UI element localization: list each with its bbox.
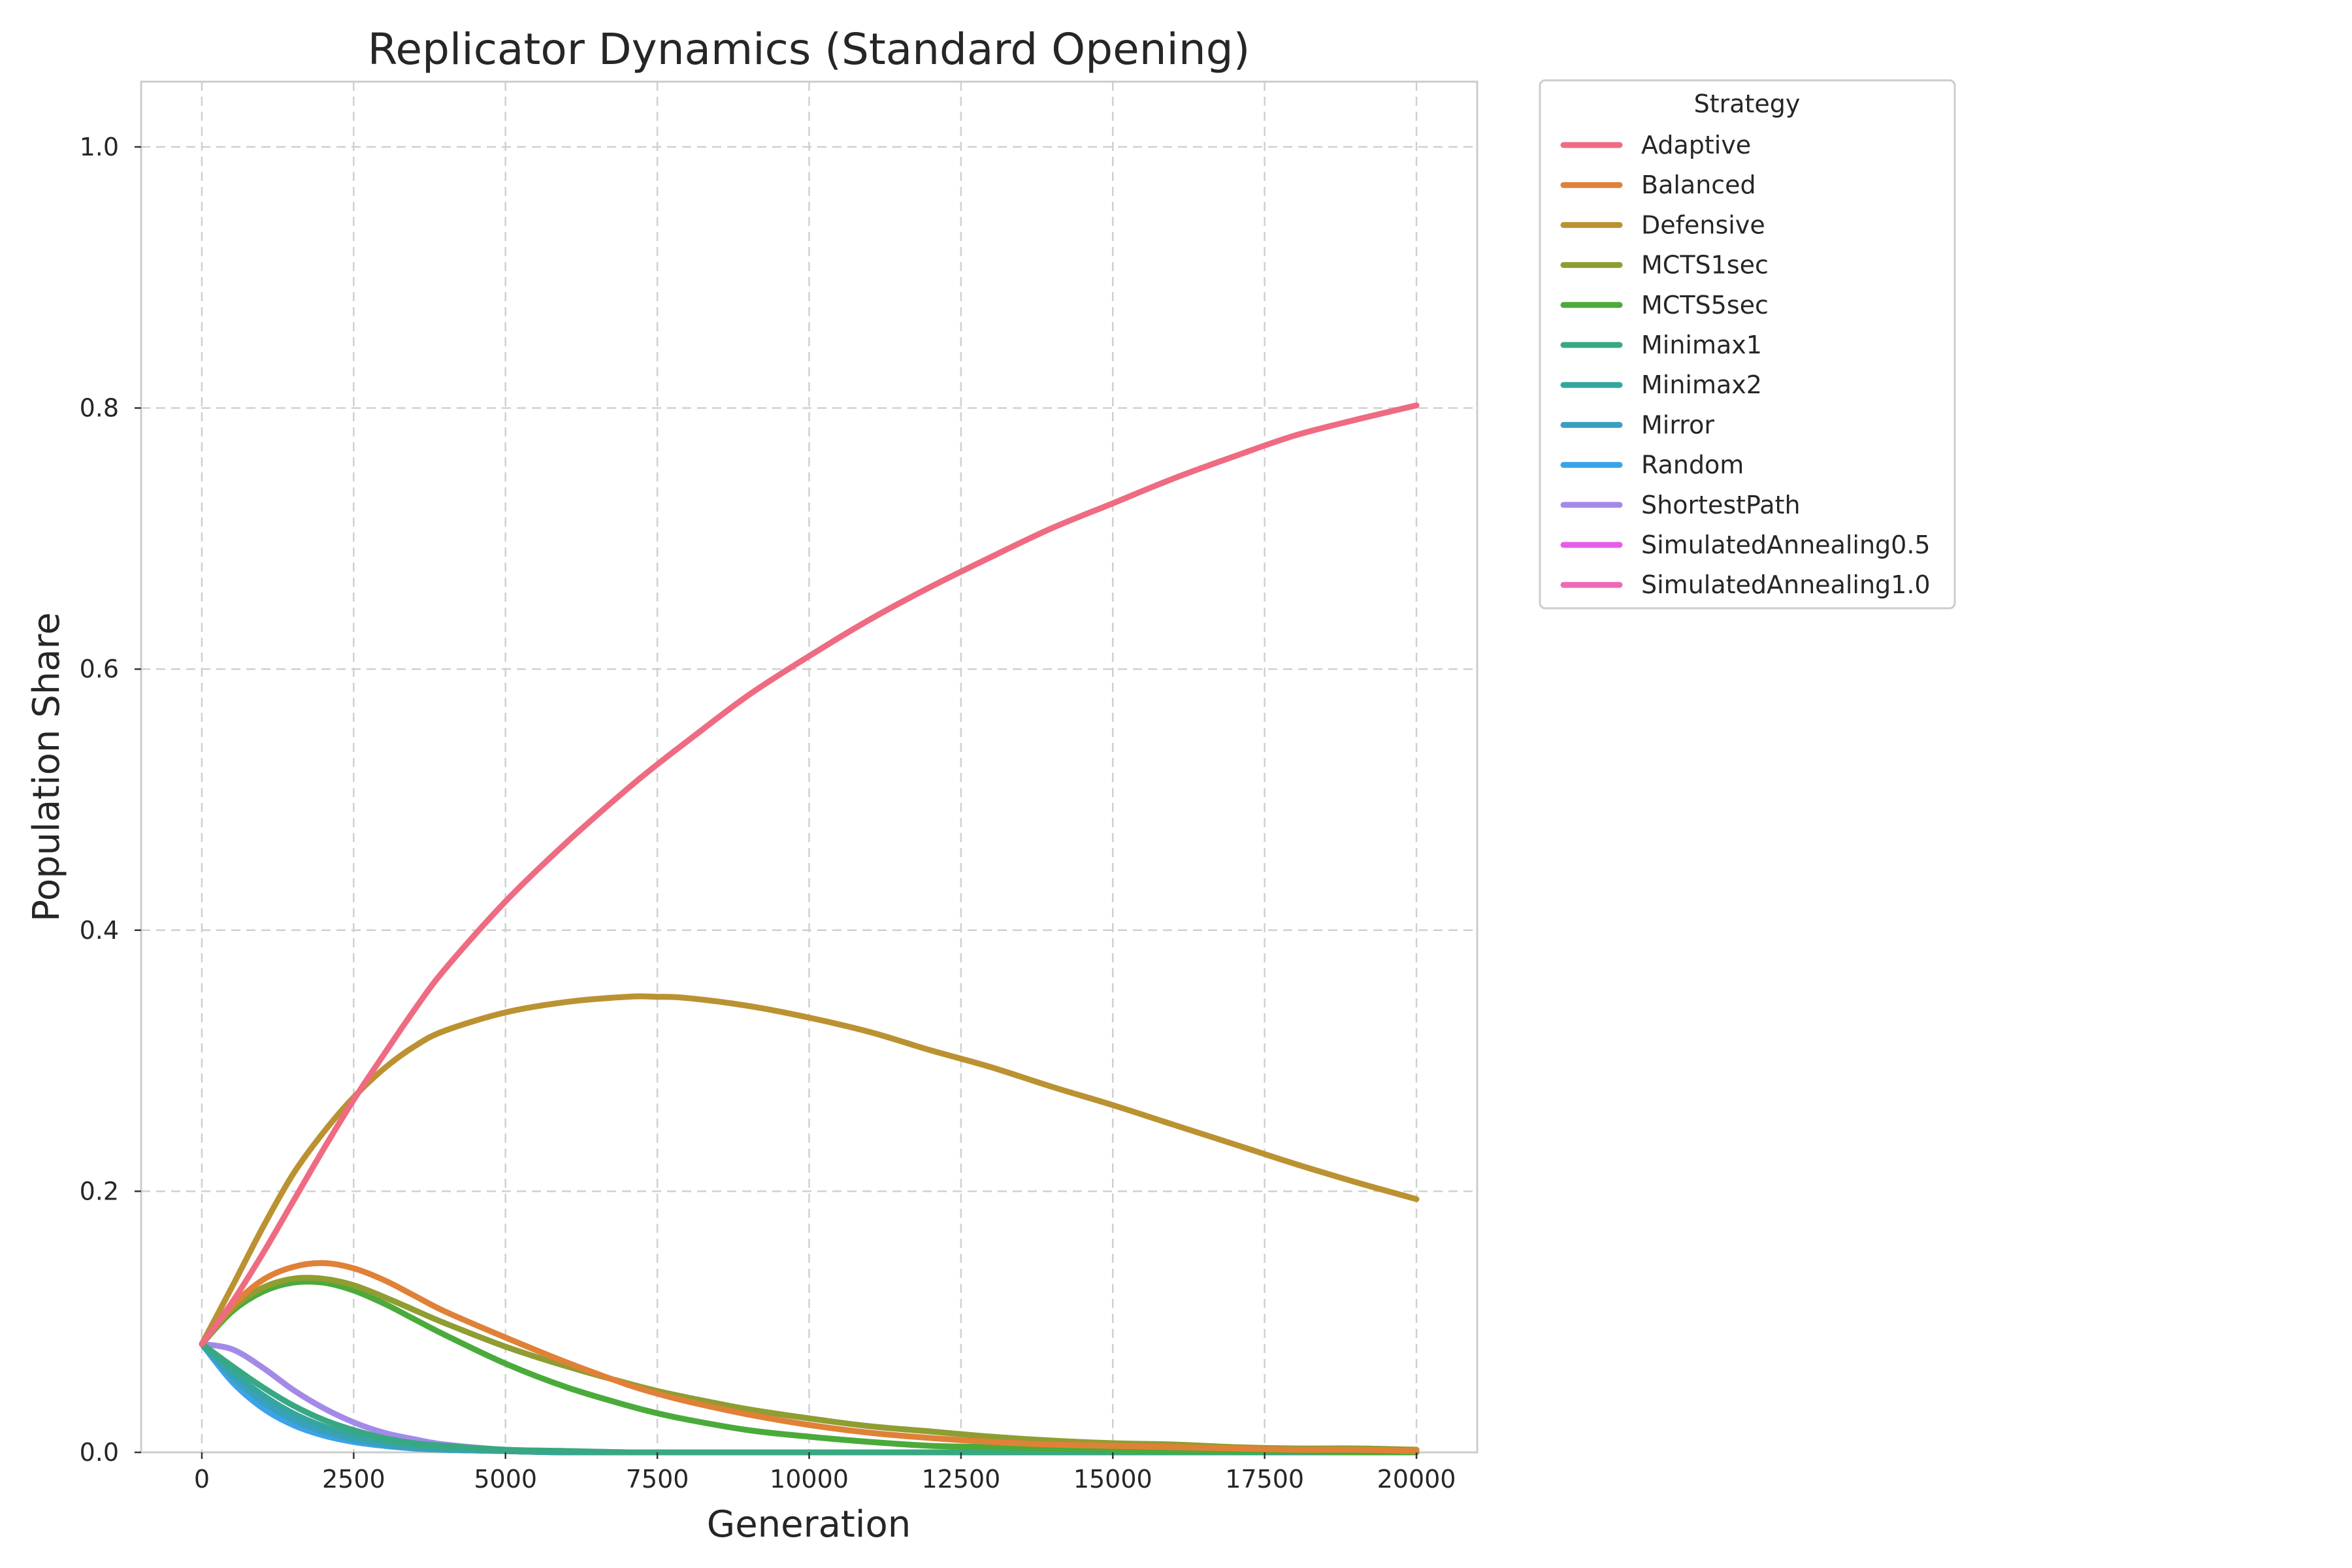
legend-item-mirror: Mirror	[1560, 410, 1714, 439]
legend-label: MCTS1sec	[1641, 251, 1769, 280]
x-tick-label: 2500	[322, 1465, 385, 1494]
legend-item-adaptive: Adaptive	[1560, 131, 1751, 159]
y-axis-ticks: 0.0 0.2 0.4 0.6 0.8 1.0	[80, 133, 141, 1467]
series-line-adaptive	[199, 402, 1420, 1347]
x-axis-label: Generation	[707, 1503, 911, 1546]
legend-item-mcts5sec: MCTS5sec	[1560, 291, 1769, 319]
legend-item-simulatedannealing1-0: SimulatedAnnealing1.0	[1560, 570, 1931, 599]
legend-item-shortestpath: ShortestPath	[1560, 491, 1801, 519]
y-tick-label: 0.4	[80, 916, 119, 945]
legend-label: ShortestPath	[1641, 491, 1801, 519]
legend-items: Adaptive Balanced Defensive MCTS1sec MCTS5se…	[1560, 131, 1931, 599]
y-tick-label: 0.2	[80, 1177, 119, 1205]
legend-item-minimax1: Minimax1	[1560, 331, 1762, 359]
legend-item-balanced: Balanced	[1560, 171, 1756, 199]
series-lines	[199, 402, 1420, 1456]
legend-label: SimulatedAnnealing1.0	[1641, 570, 1931, 599]
legend-title: Strategy	[1694, 90, 1801, 118]
y-tick-label: 0.8	[80, 394, 119, 423]
legend-frame	[1539, 79, 1956, 610]
legend-label: Mirror	[1641, 410, 1714, 439]
legend-label: Minimax1	[1641, 331, 1762, 359]
legend-item-random: Random	[1560, 451, 1744, 480]
legend-item-simulatedannealing0-5: SimulatedAnnealing0.5	[1560, 531, 1931, 559]
legend-label: Adaptive	[1641, 131, 1751, 159]
legend-item-mcts1sec: MCTS1sec	[1560, 251, 1769, 280]
y-tick-label: 0.0	[80, 1438, 119, 1467]
legend-label: Minimax2	[1641, 370, 1762, 399]
series-line-balanced	[199, 1260, 1420, 1454]
legend-item-minimax2: Minimax2	[1560, 370, 1762, 399]
legend-label: SimulatedAnnealing0.5	[1641, 531, 1931, 559]
x-axis-ticks: 0 2500 5000 7500 10000 12500 15000 17500 20000	[194, 1452, 1456, 1494]
series-line-defensive	[199, 993, 1420, 1347]
legend-item-defensive: Defensive	[1560, 210, 1765, 239]
grid-lines	[141, 82, 1477, 1452]
legend-label: Random	[1641, 451, 1744, 480]
x-tick-label: 0	[194, 1465, 210, 1494]
x-tick-label: 12500	[921, 1465, 1000, 1494]
legend-label: Defensive	[1641, 210, 1765, 239]
y-tick-label: 1.0	[80, 133, 119, 161]
legend-label: Balanced	[1641, 171, 1756, 199]
legend: Strategy Adaptive Balanced Defensive MCTS1s…	[1539, 79, 1956, 610]
legend-label: MCTS5sec	[1641, 291, 1769, 319]
x-tick-label: 5000	[474, 1465, 537, 1494]
chart-title: Replicator Dynamics (Standard Opening)	[368, 24, 1250, 74]
y-axis-label: Population Share	[25, 612, 68, 922]
y-tick-label: 0.6	[80, 655, 119, 683]
x-tick-label: 17500	[1225, 1465, 1304, 1494]
x-tick-label: 20000	[1377, 1465, 1456, 1494]
x-tick-label: 15000	[1073, 1465, 1152, 1494]
x-tick-label: 7500	[626, 1465, 689, 1494]
series-line-mcts5sec	[199, 1279, 1420, 1456]
x-tick-label: 10000	[770, 1465, 849, 1494]
